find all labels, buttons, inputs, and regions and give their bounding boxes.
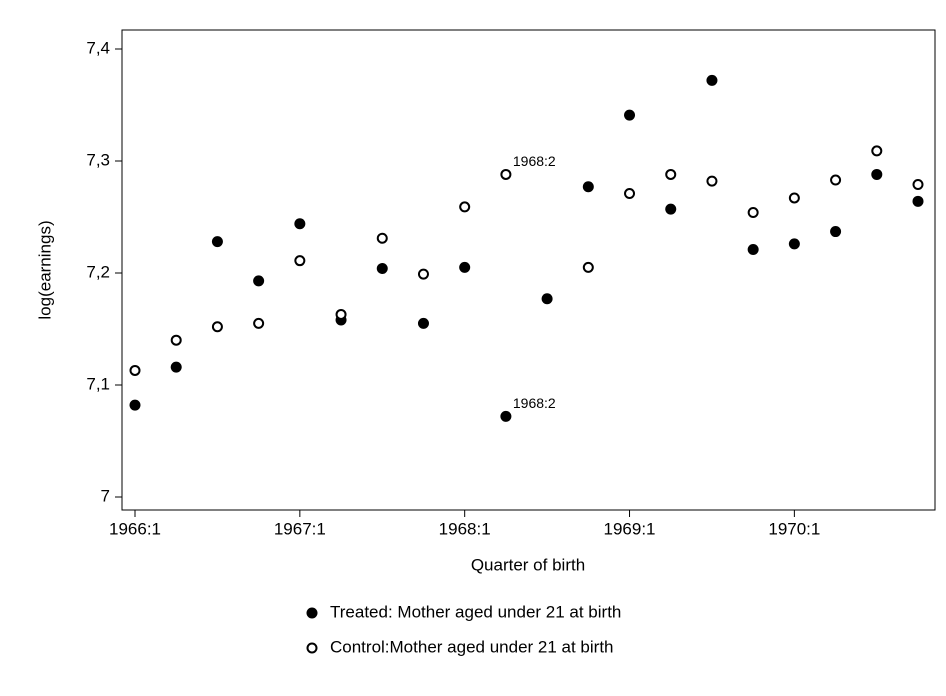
point-label: 1968:2 xyxy=(513,395,556,411)
point xyxy=(788,192,800,204)
point xyxy=(788,238,800,250)
y-tick-label: 7,3 xyxy=(86,150,110,169)
point xyxy=(912,179,924,191)
point xyxy=(871,145,883,157)
point xyxy=(500,410,512,422)
x-tick-label: 1968:1 xyxy=(439,519,491,538)
x-tick-label: 1969:1 xyxy=(604,519,656,538)
point xyxy=(747,243,759,255)
legend-label: Control:Mother aged under 21 at birth xyxy=(330,637,614,656)
y-axis-label: log(earnings) xyxy=(35,220,54,319)
point xyxy=(211,236,223,248)
point xyxy=(253,317,265,329)
point xyxy=(170,361,182,373)
y-tick-label: 7 xyxy=(101,486,110,505)
x-axis-label: Quarter of birth xyxy=(471,555,585,574)
point xyxy=(211,321,223,333)
point xyxy=(459,261,471,273)
point xyxy=(294,218,306,230)
point xyxy=(129,364,141,376)
point xyxy=(665,168,677,180)
point xyxy=(500,168,512,180)
legend-marker xyxy=(306,607,318,619)
point xyxy=(253,275,265,287)
x-tick-label: 1966:1 xyxy=(109,519,161,538)
y-tick-label: 7,4 xyxy=(86,38,110,57)
point xyxy=(912,195,924,207)
point xyxy=(582,261,594,273)
x-tick-label: 1970:1 xyxy=(768,519,820,538)
point xyxy=(417,268,429,280)
point-label: 1968:2 xyxy=(513,153,556,169)
point xyxy=(335,308,347,320)
y-tick-label: 7,2 xyxy=(86,262,110,281)
point xyxy=(170,334,182,346)
legend-label: Treated: Mother aged under 21 at birth xyxy=(330,602,621,621)
x-tick-label: 1967:1 xyxy=(274,519,326,538)
plot-frame xyxy=(121,29,936,511)
point xyxy=(376,232,388,244)
y-tick-label: 7,1 xyxy=(86,374,110,393)
point xyxy=(294,255,306,267)
point xyxy=(665,203,677,215)
point xyxy=(459,201,471,213)
point xyxy=(624,109,636,121)
point xyxy=(417,317,429,329)
point xyxy=(624,187,636,199)
point xyxy=(830,226,842,238)
point xyxy=(541,293,553,305)
point xyxy=(830,174,842,186)
point xyxy=(871,168,883,180)
point xyxy=(582,181,594,193)
point xyxy=(706,74,718,86)
legend-marker xyxy=(306,642,318,654)
point xyxy=(706,175,718,187)
point xyxy=(376,263,388,275)
point xyxy=(129,399,141,411)
point xyxy=(747,207,759,219)
